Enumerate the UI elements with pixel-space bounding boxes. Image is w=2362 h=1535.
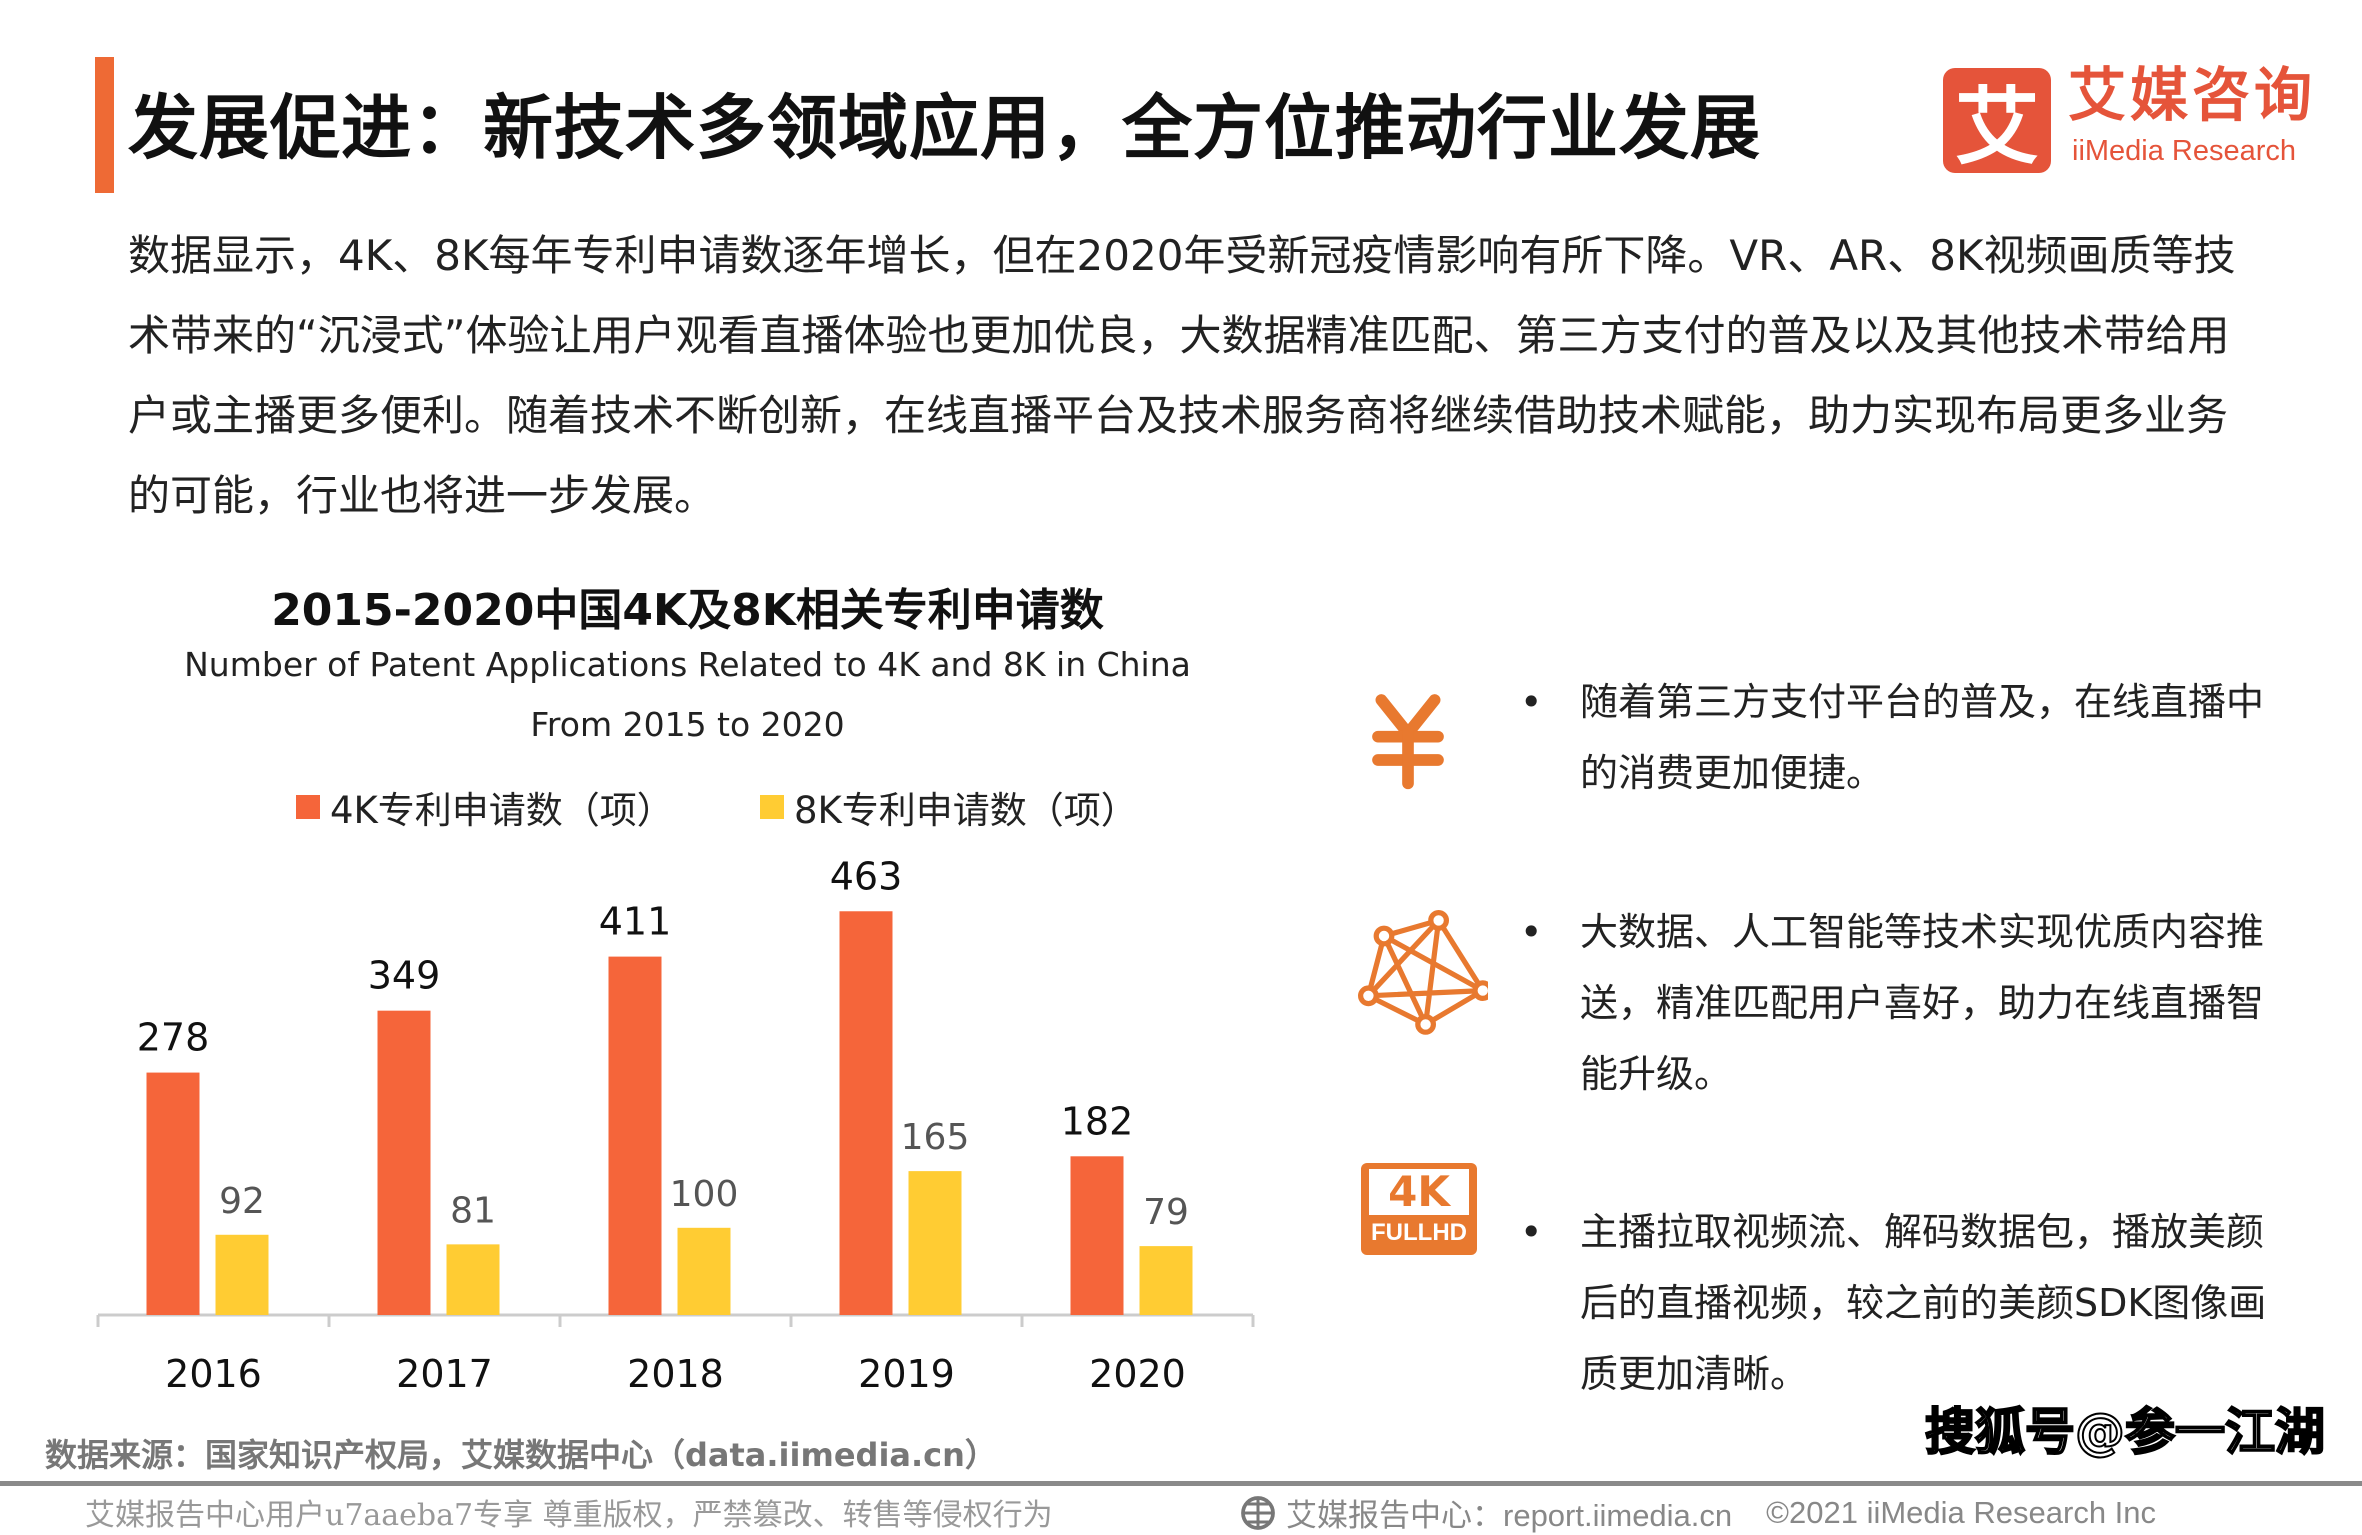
copyright: ©2021 iiMedia Research Inc (1766, 1494, 2157, 1530)
bar-8k (908, 1171, 962, 1315)
legend-label-4k: 4K专利申请数（项） (330, 789, 674, 832)
data-label: 182 (1061, 1099, 1134, 1143)
x-tick-label: 2018 (627, 1352, 724, 1396)
x-tick-label: 2020 (1089, 1352, 1186, 1396)
chart-subtitle-1: Number of Patent Applications Related to… (184, 645, 1191, 684)
data-label: 81 (450, 1190, 496, 1231)
legend-label-8k: 8K专利申请数（项） (794, 789, 1138, 832)
point-text: 大数据、人工智能等技术实现优质内容推送，精准匹配用户喜好，助力在线直播智能升级。 (1580, 910, 2265, 1096)
logo-mark: 艾 (1943, 68, 2051, 176)
data-label: 463 (830, 854, 903, 898)
data-label: 411 (599, 900, 672, 944)
bullet: • (1520, 910, 1543, 954)
chart-subtitle-2: From 2015 to 2020 (530, 705, 845, 744)
point-text: 随着第三方支付平台的普及，在线直播中的消费更加便捷。 (1580, 680, 2265, 795)
fullhd-text: FULLHD (1371, 1219, 1467, 1246)
yen-icon (1358, 690, 1458, 794)
data-label: 278 (137, 1016, 210, 1060)
point-item: • 随着第三方支付平台的普及，在线直播中的消费更加便捷。 (1520, 667, 2300, 809)
bar-4k (377, 1010, 431, 1315)
point-item: • 大数据、人工智能等技术实现优质内容推送，精准匹配用户喜好，助力在线直播智能升级… (1520, 897, 2300, 1110)
watermark: 搜狐号@参一江湖 (1924, 1402, 2326, 1462)
point-item: • 主播拉取视频流、解码数据包，播放美颜后的直播视频，较之前的美颜SDK图像画质更… (1520, 1197, 2300, 1410)
bullet: • (1520, 1210, 1543, 1254)
legend-4k: 4K专利申请数（项） (296, 780, 674, 834)
logo-mark-text: 艾 (1954, 78, 2039, 176)
x-tick-label: 2019 (858, 1352, 955, 1396)
copyright-notice: 艾媒报告中心用户u7aaeba7专享 尊重版权，严禁篡改、转售等侵权行为 (85, 1498, 1053, 1533)
network-icon (1358, 910, 1494, 1044)
bar-8k (215, 1234, 269, 1315)
bullet: • (1520, 680, 1543, 724)
logo-en: iiMedia Research (2072, 135, 2297, 167)
globe-icon (1241, 1495, 1275, 1530)
point-text: 主播拉取视频流、解码数据包，播放美颜后的直播视频，较之前的美颜SDK图像画质更加… (1580, 1210, 2267, 1396)
page-title: 发展促进：新技术多领域应用，全方位推动行业发展 (128, 87, 1761, 169)
bar-8k (1139, 1246, 1193, 1315)
bar-4k (1070, 1156, 1124, 1315)
bar-4k (146, 1072, 200, 1315)
footer-right: 艾媒报告中心：report.iimedia.cn ©2021 iiMedia Re… (1240, 1490, 2156, 1535)
legend-swatch-4k (296, 795, 320, 819)
intro-paragraph: 数据显示，4K、8K每年专利申请数逐年增长，但在2020年受新冠疫情影响有所下降… (128, 231, 2236, 520)
x-tick-label: 2016 (165, 1352, 262, 1396)
legend-swatch-8k (760, 795, 784, 819)
x-tick-label: 2017 (396, 1352, 493, 1396)
logo-cn: 艾媒咨询 (2068, 61, 2317, 129)
bar-4k (839, 911, 893, 1315)
data-label: 165 (901, 1117, 970, 1158)
data-label: 79 (1143, 1192, 1189, 1233)
chart-title: 2015-2020中国4K及8K相关专利申请数 (271, 585, 1104, 636)
data-source: 数据来源：国家知识产权局，艾媒数据中心（data.iimedia.cn） (45, 1436, 997, 1474)
bar-8k (446, 1244, 500, 1315)
legend-8k: 8K专利申请数（项） (760, 780, 1138, 834)
bar-chart: 2016 278 92 2017 349 81 2018 411 100 2019 463 165 20… (96, 854, 1255, 1396)
data-label: 349 (368, 954, 441, 998)
report-link[interactable]: 艾媒报告中心：report.iimedia.cn (1286, 1498, 1733, 1533)
data-label: 92 (219, 1181, 265, 1222)
bar-8k (677, 1227, 731, 1315)
4k-fullhd-icon: 4K FULLHD (1361, 1163, 1477, 1255)
data-label: 100 (670, 1174, 739, 1215)
title-accent-bar (95, 57, 114, 193)
footer-divider (0, 1481, 2362, 1486)
4k-text: 4K (1369, 1169, 1469, 1215)
bar-4k (608, 956, 662, 1315)
